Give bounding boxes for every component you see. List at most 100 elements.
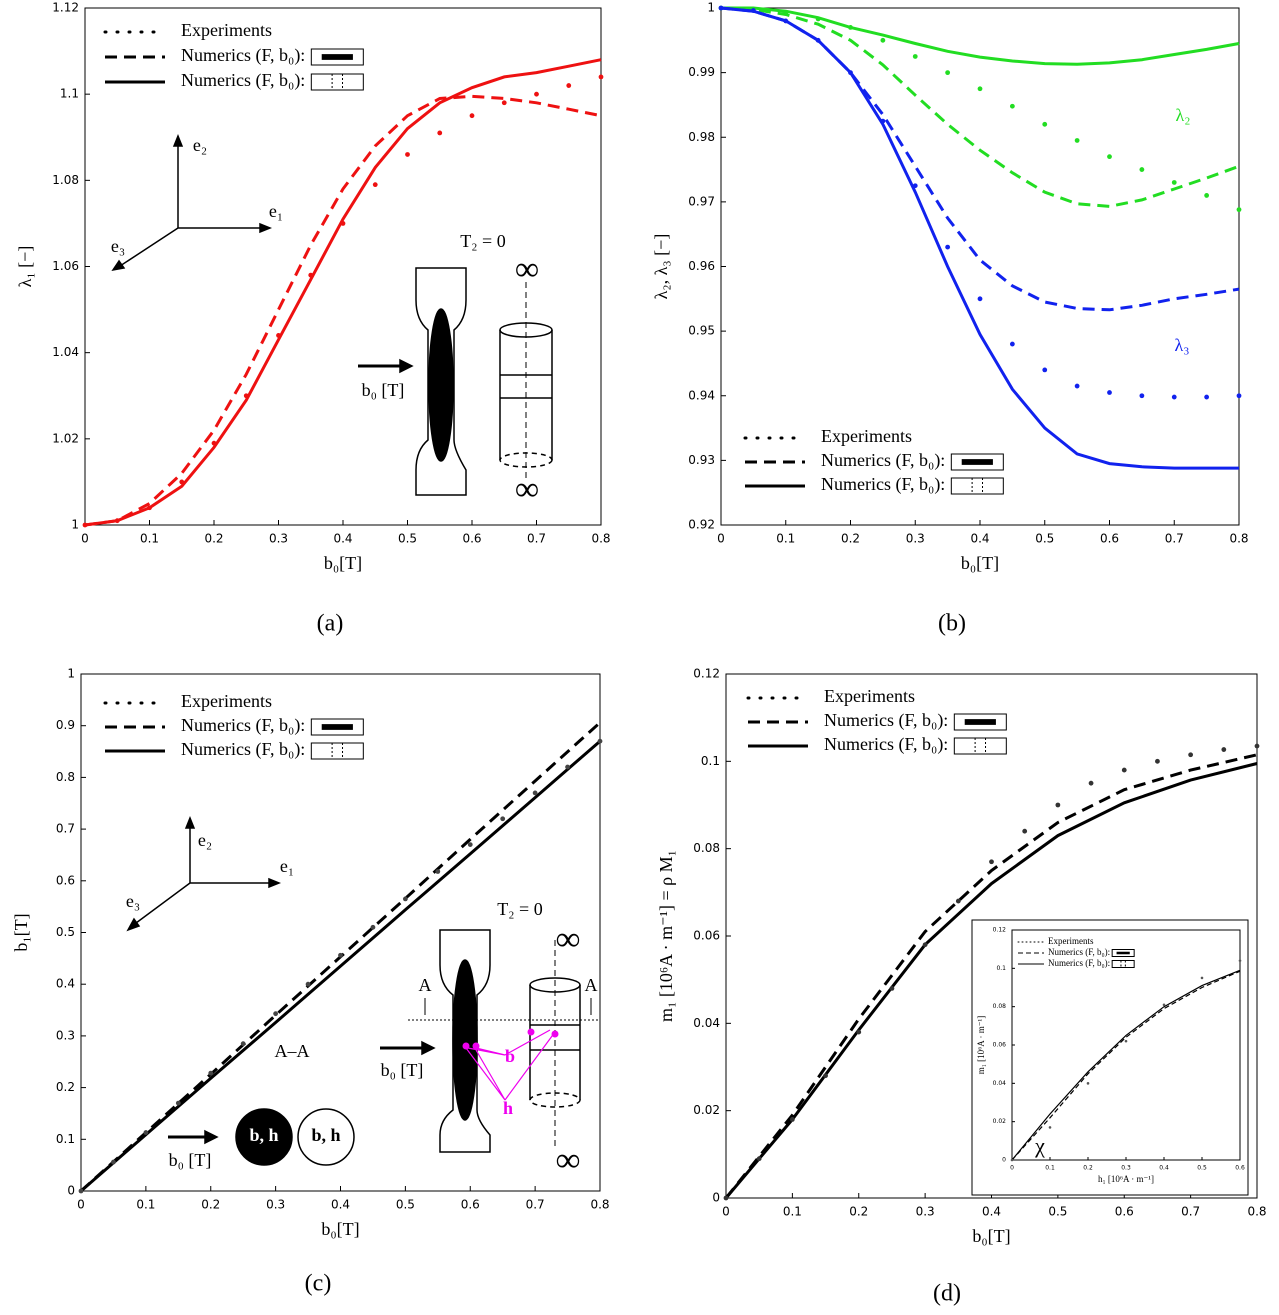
legend-icon <box>310 718 364 736</box>
data-line <box>1011 970 1241 1161</box>
x-tick-label: 0.3 <box>1121 1165 1131 1172</box>
data-point <box>1139 167 1145 172</box>
data-point <box>1171 394 1177 400</box>
x-tick-label: 0.4 <box>331 1198 350 1212</box>
data-point <box>880 37 886 43</box>
legend-label: Numerics (F, b₀): <box>1048 958 1110 968</box>
legend-icon <box>950 453 1004 471</box>
data-point <box>1162 1003 1166 1007</box>
legend-label: Numerics (F, b₀): <box>181 715 305 736</box>
y-tick-label: 1.1 <box>60 87 79 101</box>
legend-icon-lines <box>974 738 987 754</box>
y-tick-label: 0.95 <box>688 324 715 338</box>
y-tick-label: 0.5 <box>56 925 75 939</box>
x-tick-label: 0 <box>1010 1165 1014 1172</box>
legend-icon-bar <box>321 724 353 730</box>
annotation: λ₃ <box>1174 335 1189 355</box>
data-point <box>111 1159 116 1165</box>
data-point <box>848 24 853 30</box>
legend-icon <box>1111 949 1135 957</box>
legend-label: Numerics (F, b₀): <box>824 710 948 731</box>
x-axis-label: b₀[T] <box>972 1226 1010 1246</box>
data-point <box>273 1011 279 1017</box>
x-tick-label: 0 <box>81 532 89 546</box>
x-tick-label: 0.8 <box>1229 532 1248 546</box>
x-tick-label: 0.7 <box>1181 1205 1200 1219</box>
data-point <box>1221 747 1227 752</box>
legend-label: Numerics (F, b₀): <box>181 70 305 91</box>
y-tick-label: 0.99 <box>688 65 715 79</box>
x-tick-label: 0.3 <box>269 532 288 546</box>
data-line <box>84 94 602 527</box>
legend-icon <box>310 73 364 91</box>
x-tick-label: 0.7 <box>1165 532 1184 546</box>
data-point <box>922 942 928 948</box>
y-tick-label: 1.04 <box>52 345 79 359</box>
data-point <box>1236 207 1242 213</box>
caption: (c) <box>305 1271 332 1297</box>
data-point <box>1204 394 1210 400</box>
annotation: e₁ <box>280 856 294 876</box>
x-axis-label: b₀[T] <box>321 1219 359 1239</box>
y-tick-label: 0.6 <box>56 873 75 887</box>
x-tick-label: 0.5 <box>1048 1205 1067 1219</box>
data-point <box>534 91 539 97</box>
x-tick-label: 0.8 <box>590 1198 609 1212</box>
legend-label: Experiments <box>181 20 272 40</box>
data-point <box>977 296 983 302</box>
sketches <box>111 133 598 1166</box>
data-point <box>1042 367 1048 373</box>
data-point <box>823 1073 828 1079</box>
legend-icon <box>310 48 364 66</box>
annotation: b₀ [T] <box>169 1150 212 1170</box>
y-tick-label: 1 <box>707 1 715 15</box>
caption: (a) <box>317 611 344 637</box>
data-point <box>945 70 951 76</box>
x-tick-label: 0.1 <box>776 532 795 546</box>
annotation: ∞ <box>515 251 539 288</box>
x-tick-label: 0.3 <box>906 532 925 546</box>
data-point <box>435 869 441 874</box>
legend-label: Numerics (F, b₀): <box>824 734 948 755</box>
data-point <box>143 1130 149 1135</box>
x-tick-label: 0.4 <box>970 532 989 546</box>
x-tick-label: 0.2 <box>201 1198 220 1212</box>
data-point <box>405 152 410 157</box>
data-point <box>1074 383 1080 389</box>
y-tick-label: 1.02 <box>52 431 79 445</box>
x-tick-label: 0.3 <box>916 1205 935 1219</box>
annotation: A <box>585 975 598 995</box>
data-point <box>1086 1082 1090 1085</box>
chart: 0 0.1 0.2 0.3 0.4 0.5 0.6 0.7 0.8 0 0.1 0.2 0.3 0.4 0.… <box>11 667 609 1297</box>
data-point <box>211 440 217 446</box>
annotation: ∞ <box>515 471 539 508</box>
annotation: λ₂ <box>1175 105 1190 125</box>
data-point <box>1055 802 1061 808</box>
y-tick-label: 0.02 <box>693 1103 720 1117</box>
data-point <box>598 74 604 80</box>
annotation: b₀ [T] <box>362 380 405 400</box>
data-point <box>718 5 724 11</box>
y-tick-label: 0 <box>1002 1157 1006 1164</box>
legend-icon-bar <box>964 719 996 725</box>
data-point <box>1238 959 1242 962</box>
annotation: A–A <box>275 1041 310 1061</box>
y-tick-label: 0.12 <box>993 927 1007 934</box>
x-tick-label: 0.2 <box>849 1205 868 1219</box>
legend-icon-bar <box>961 459 993 465</box>
data-point <box>340 221 346 226</box>
data-point <box>1171 180 1177 185</box>
data-point <box>566 83 572 88</box>
data-point <box>912 54 918 59</box>
data-point <box>276 333 281 338</box>
data-point <box>78 1188 84 1194</box>
x-tick-label: 0.3 <box>266 1198 285 1212</box>
y-axis-label: λ₁ [−] <box>15 246 35 288</box>
x-tick-label: 0.1 <box>136 1198 155 1212</box>
data-point <box>147 505 152 511</box>
data-point <box>912 183 918 189</box>
y-axis-label: m₁ [10⁶A · m⁻¹] <box>976 1016 986 1074</box>
legend-icon-lines <box>1120 960 1126 968</box>
data-point <box>880 118 886 124</box>
